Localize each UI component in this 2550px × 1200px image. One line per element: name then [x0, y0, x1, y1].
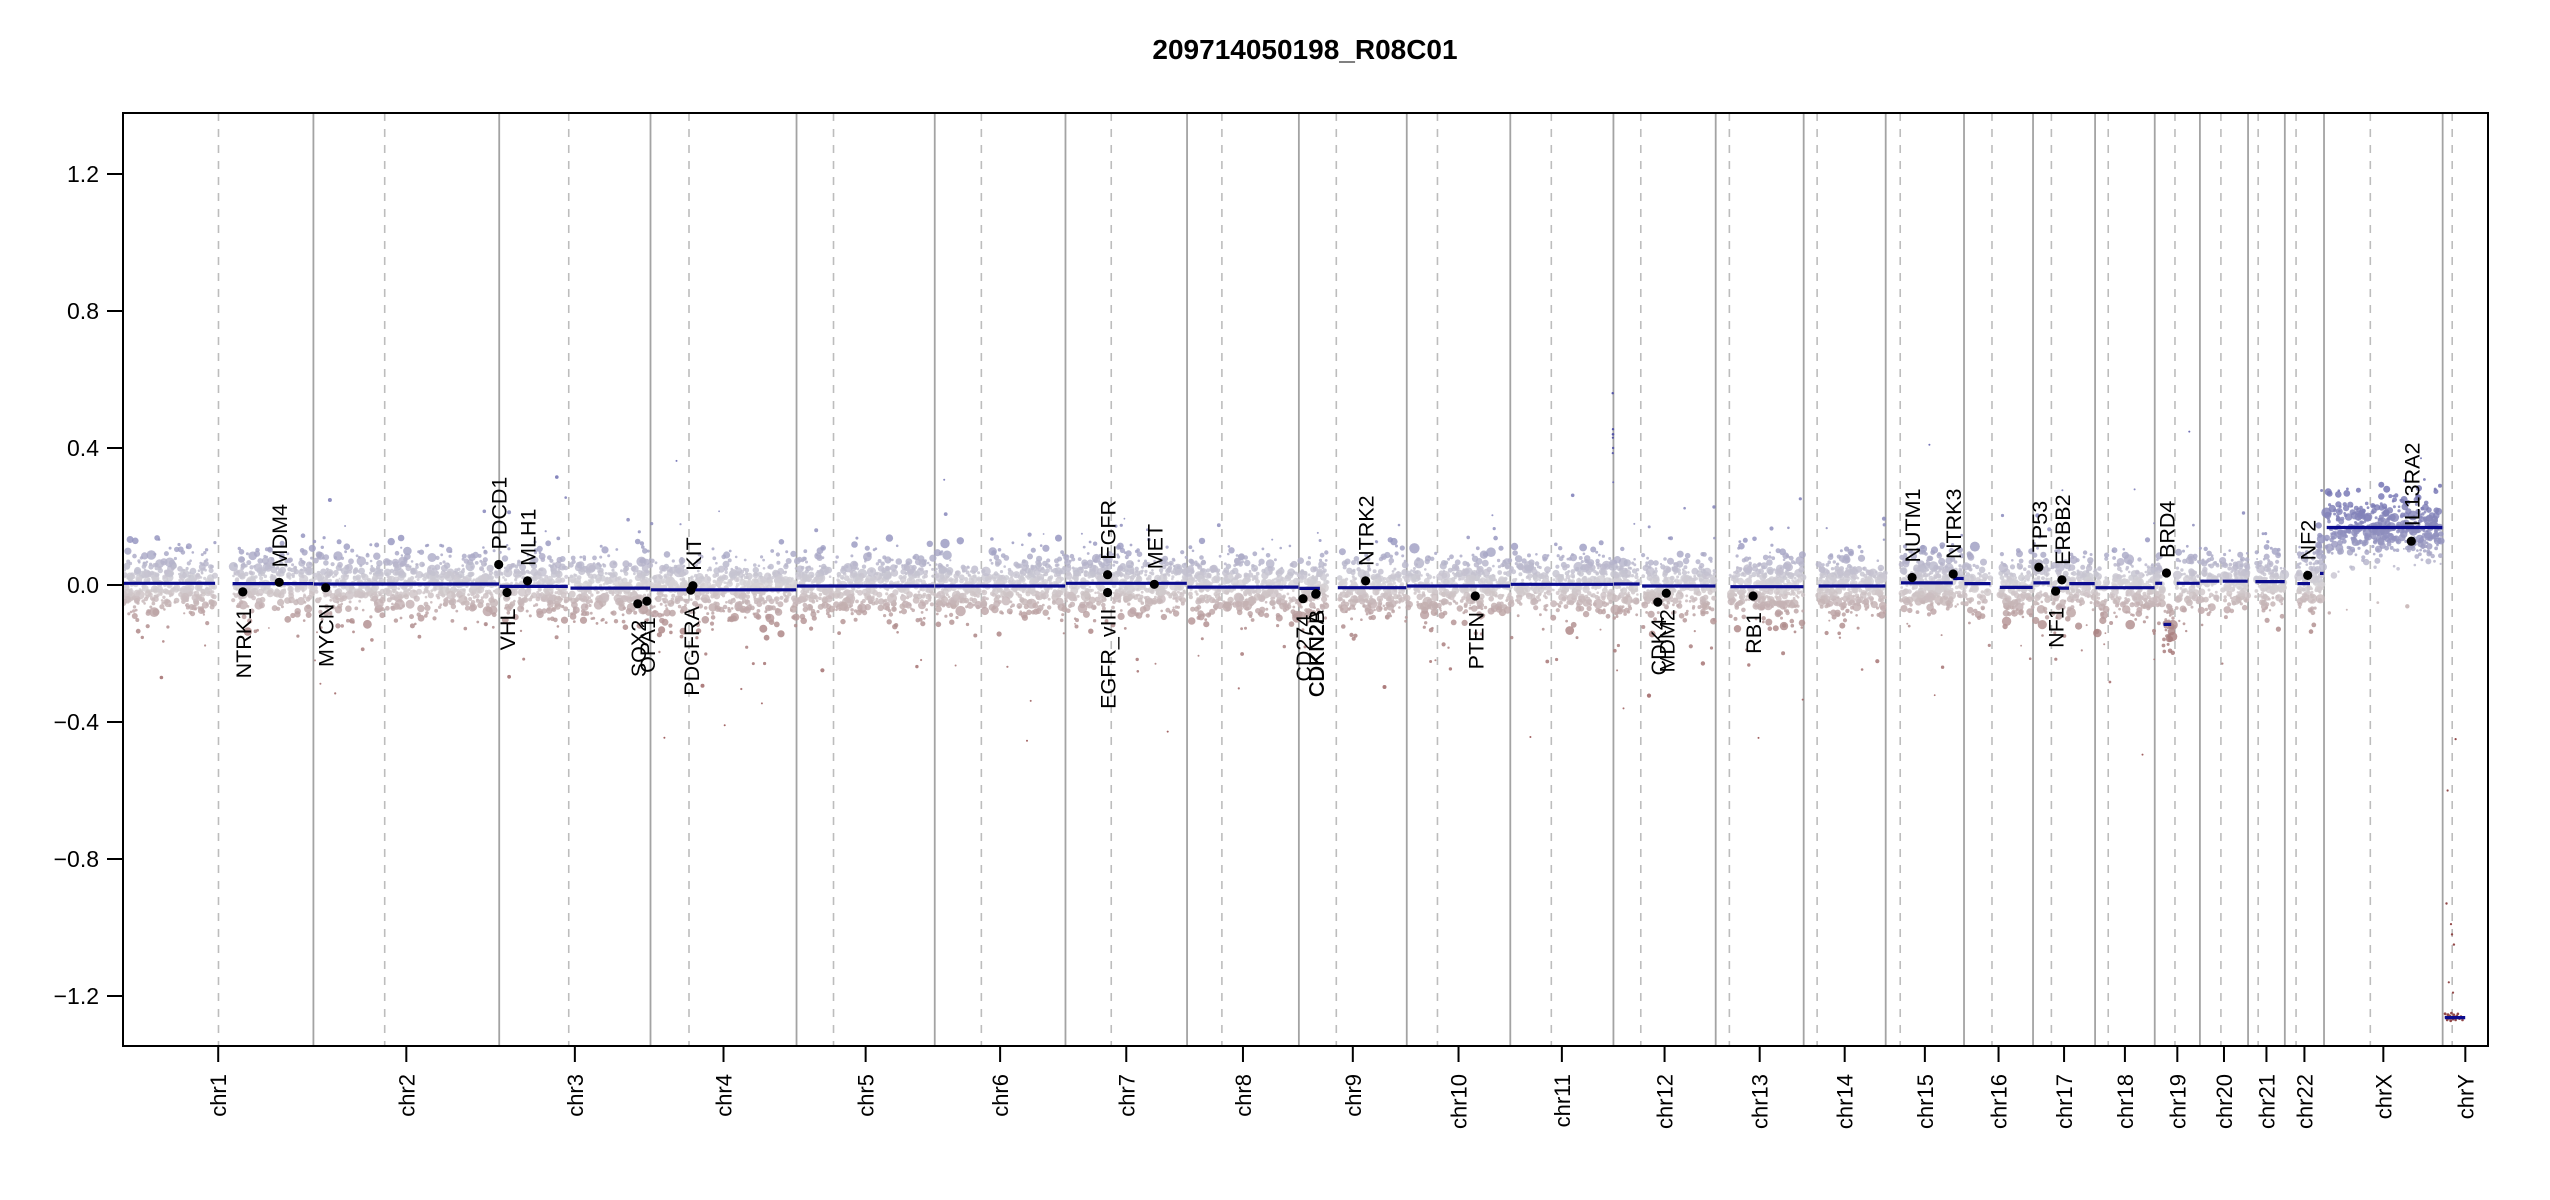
gene-label-NUTM1: NUTM1 [1901, 488, 1925, 562]
gene-dot-PDCD1 [494, 559, 504, 570]
gene-dot-EGFR_vIII [1103, 587, 1113, 598]
gene-dot-NUTM1 [1907, 572, 1917, 583]
gene-label-ERBB2: ERBB2 [2051, 494, 2075, 565]
gene-label-MDM2: MDM2 [1655, 609, 1679, 672]
gene-label-NF2: NF2 [2297, 520, 2321, 561]
gene-label-BRD4: BRD4 [2156, 501, 2180, 558]
x-tick-chr6: chr6 [988, 1074, 1013, 1117]
x-tick-chr13: chr13 [1748, 1074, 1773, 1129]
scatter-points [123, 392, 2464, 1023]
segment-lines [123, 525, 2466, 1020]
x-tick-chr22: chr22 [2292, 1074, 2317, 1129]
gene-label-NF1: NF1 [2045, 607, 2069, 648]
gene-label-PDGFRA: PDGFRA [680, 605, 704, 695]
x-tick-chr19: chr19 [2165, 1074, 2190, 1129]
gene-dot-CDK4 [1653, 597, 1663, 607]
gene-dot-MYCN [321, 583, 331, 593]
y-tick-−1.2: −1.2 [54, 983, 99, 1009]
gene-label-MLH1: MLH1 [517, 509, 541, 566]
gene-dot-MET [1149, 579, 1159, 589]
x-tick-chr14: chr14 [1833, 1074, 1858, 1129]
gene-label-RB1: RB1 [1742, 612, 1766, 654]
gene-dot-NF2 [2303, 570, 2313, 581]
x-tick-chr10: chr10 [1447, 1074, 1472, 1129]
gene-dot-NTRK3 [1948, 569, 1958, 579]
gene-label-IL13RA2: IL13RA2 [2400, 443, 2424, 527]
gene-dot-NTRK1 [238, 587, 248, 597]
x-tick-chr15: chr15 [1913, 1074, 1938, 1129]
y-tick-1.2: 1.2 [67, 161, 99, 187]
gene-label-VHL: VHL [496, 608, 520, 650]
x-tick-chr20: chr20 [2212, 1074, 2237, 1129]
gene-dot-ERBB2 [2057, 575, 2067, 585]
x-tick-chr8: chr8 [1231, 1074, 1256, 1117]
gene-dot-EGFR [1103, 570, 1113, 580]
gene-label-MYCN: MYCN [315, 604, 339, 667]
gene-dot-MDM4 [274, 577, 284, 587]
x-tick-chrY: chrY [2453, 1074, 2478, 1120]
y-tick-0.0: 0.0 [67, 572, 99, 598]
gene-label-PDCD1: PDCD1 [488, 477, 512, 550]
x-tick-chr21: chr21 [2254, 1074, 2279, 1129]
gene-label-NTRK3: NTRK3 [1942, 488, 1966, 559]
y-tick-0.4: 0.4 [67, 435, 99, 461]
gene-dot-TP53 [2034, 562, 2044, 572]
gene-dot-BRD4 [2161, 568, 2172, 578]
x-tick-chr2: chr2 [394, 1074, 419, 1117]
gene-dot-CDKN2B [1311, 589, 1321, 599]
x-tick-chr1: chr1 [206, 1074, 231, 1117]
gene-dot-NTRK2 [1361, 576, 1371, 586]
plot-title: 209714050198_R08C01 [1152, 34, 1457, 65]
gene-label-CDKN2B: CDKN2B [1305, 610, 1329, 697]
x-tick-chr9: chr9 [1341, 1074, 1366, 1117]
gene-label-EGFR: EGFR [1097, 500, 1121, 560]
y-tick-−0.8: −0.8 [54, 846, 99, 872]
gene-label-KIT: KIT [682, 537, 706, 570]
gene-dot-MDM2 [1661, 588, 1671, 598]
gene-dot-SOX2 [633, 599, 643, 609]
gene-label-OPA1: OPA1 [636, 617, 660, 673]
y-tick-−0.4: −0.4 [54, 709, 100, 735]
gene-label-PTEN: PTEN [1464, 612, 1488, 669]
x-tick-chr3: chr3 [563, 1074, 588, 1117]
x-tick-chrX: chrX [2371, 1074, 2396, 1120]
gene-label-SOX2: SOX2 [627, 620, 651, 677]
gene-label-CDKN2A: CDKN2A [1305, 610, 1329, 698]
gene-dot-KIT [688, 581, 698, 591]
gene-label-TP53: TP53 [2028, 501, 2052, 552]
x-tick-chr18: chr18 [2113, 1074, 2138, 1129]
gene-label-NTRK2: NTRK2 [1355, 495, 1379, 565]
x-tick-chr5: chr5 [854, 1074, 879, 1117]
gene-label-NTRK1: NTRK1 [232, 608, 256, 678]
x-tick-chr11: chr11 [1550, 1074, 1575, 1127]
gene-dot-MLH1 [522, 576, 533, 586]
gene-label-CDK4: CDK4 [1647, 618, 1671, 675]
gene-label-EGFR_vIII: EGFR_vIII [1097, 609, 1121, 709]
x-tick-chr16: chr16 [1987, 1074, 2012, 1129]
x-tick-chr7: chr7 [1114, 1074, 1139, 1117]
gene-dot-IL13RA2 [2406, 536, 2416, 546]
axes: 1.2 0.8 0.4 0.0 −0.4 −0.8 −1.2 chr1 chr2 chr3 chr4… [54, 112, 2489, 1129]
gene-label-MDM4: MDM4 [268, 504, 292, 567]
x-tick-chr4: chr4 [712, 1074, 737, 1117]
gene-label-CD274: CD274 [1292, 615, 1316, 682]
gene-dot-PTEN [1470, 591, 1480, 601]
gene-dot-NF1 [2051, 586, 2061, 596]
gene-dot-CD274 [1298, 594, 1308, 604]
gene-dot-VHL [502, 587, 512, 598]
y-tick-0.8: 0.8 [67, 298, 99, 324]
gene-label-MET: MET [1143, 524, 1167, 569]
x-tick-chr17: chr17 [2052, 1074, 2077, 1129]
gene-dot-OPA1 [642, 596, 652, 606]
x-tick-chr12: chr12 [1653, 1074, 1678, 1129]
gene-dot-RB1 [1748, 591, 1758, 601]
